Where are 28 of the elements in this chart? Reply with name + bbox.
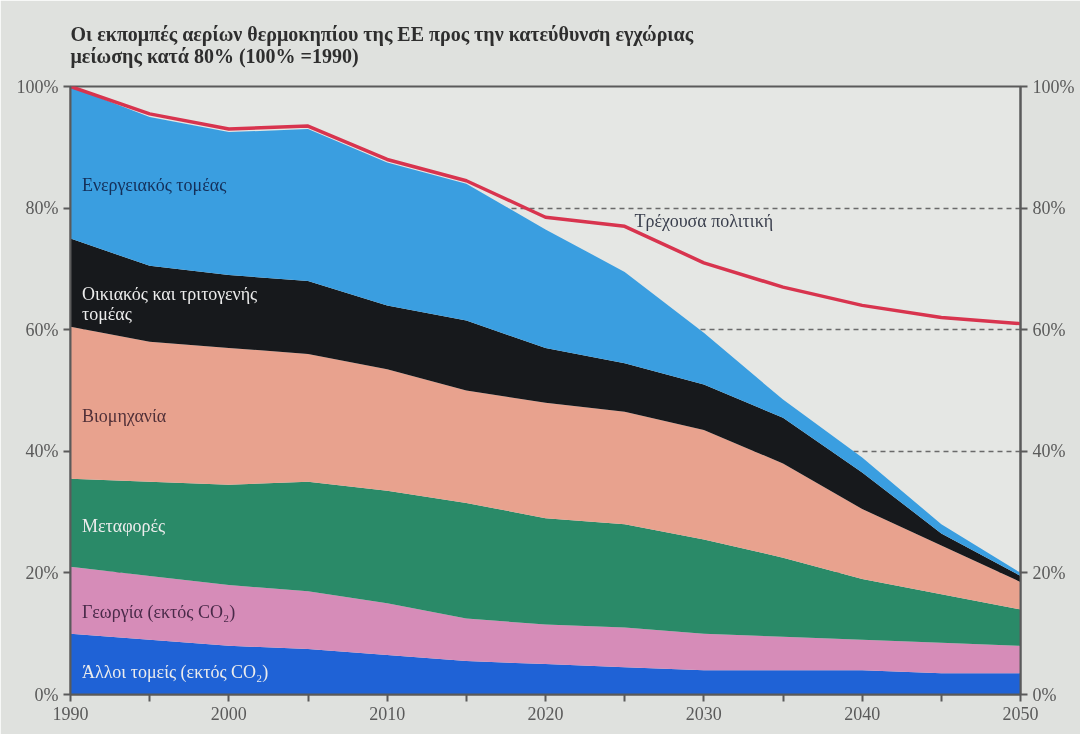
y-tick-label: 40% [25, 441, 59, 462]
y2-tick-label: 0% [1032, 684, 1057, 705]
x-tick-label: 2000 [210, 703, 247, 724]
y-tick-label: 0% [34, 684, 59, 705]
y2-tick-label: 40% [1032, 441, 1066, 462]
y2-tick-label: 100% [1032, 76, 1075, 97]
series-label: Ενεργειακός τομέας [81, 175, 227, 196]
line-series [70, 86, 1021, 326]
y-tick-label: 100% [16, 76, 59, 97]
y-tick-label: 60% [25, 319, 59, 340]
series-label: Μεταφορές [81, 515, 166, 536]
y2-tick-label: 80% [1032, 198, 1066, 219]
y-tick-label: 80% [25, 198, 59, 219]
y2-tick-label: 20% [1032, 562, 1066, 583]
x-tick-label: 2050 [1002, 703, 1039, 724]
x-tick-label: 1990 [52, 703, 89, 724]
x-tick-label: 2020 [527, 703, 564, 724]
x-tick-label: 2010 [369, 703, 406, 724]
x-tick-label: 2030 [685, 703, 722, 724]
y-tick-label: 20% [25, 562, 59, 583]
series-label: Τρέχουσα πολιτική [634, 210, 774, 231]
series-label: Βιομηχανία [81, 406, 167, 427]
y2-tick-label: 60% [1032, 319, 1066, 340]
series-label: Άλλοι τομείς (εκτός CO₂) [81, 661, 269, 683]
chart-title: Οι εκπομπές αερίων θερμοκηπίου της ΕΕ προς την κατεύθυνση εγχώριας μείωσης κατά 80% (100% =1990) [70, 22, 694, 68]
x-tick-label: 2040 [844, 703, 881, 724]
series-label: Οικιακός και τριτογενής τομέας [81, 283, 258, 324]
series-label: Γεωργία (εκτός CO₂) [81, 602, 236, 624]
